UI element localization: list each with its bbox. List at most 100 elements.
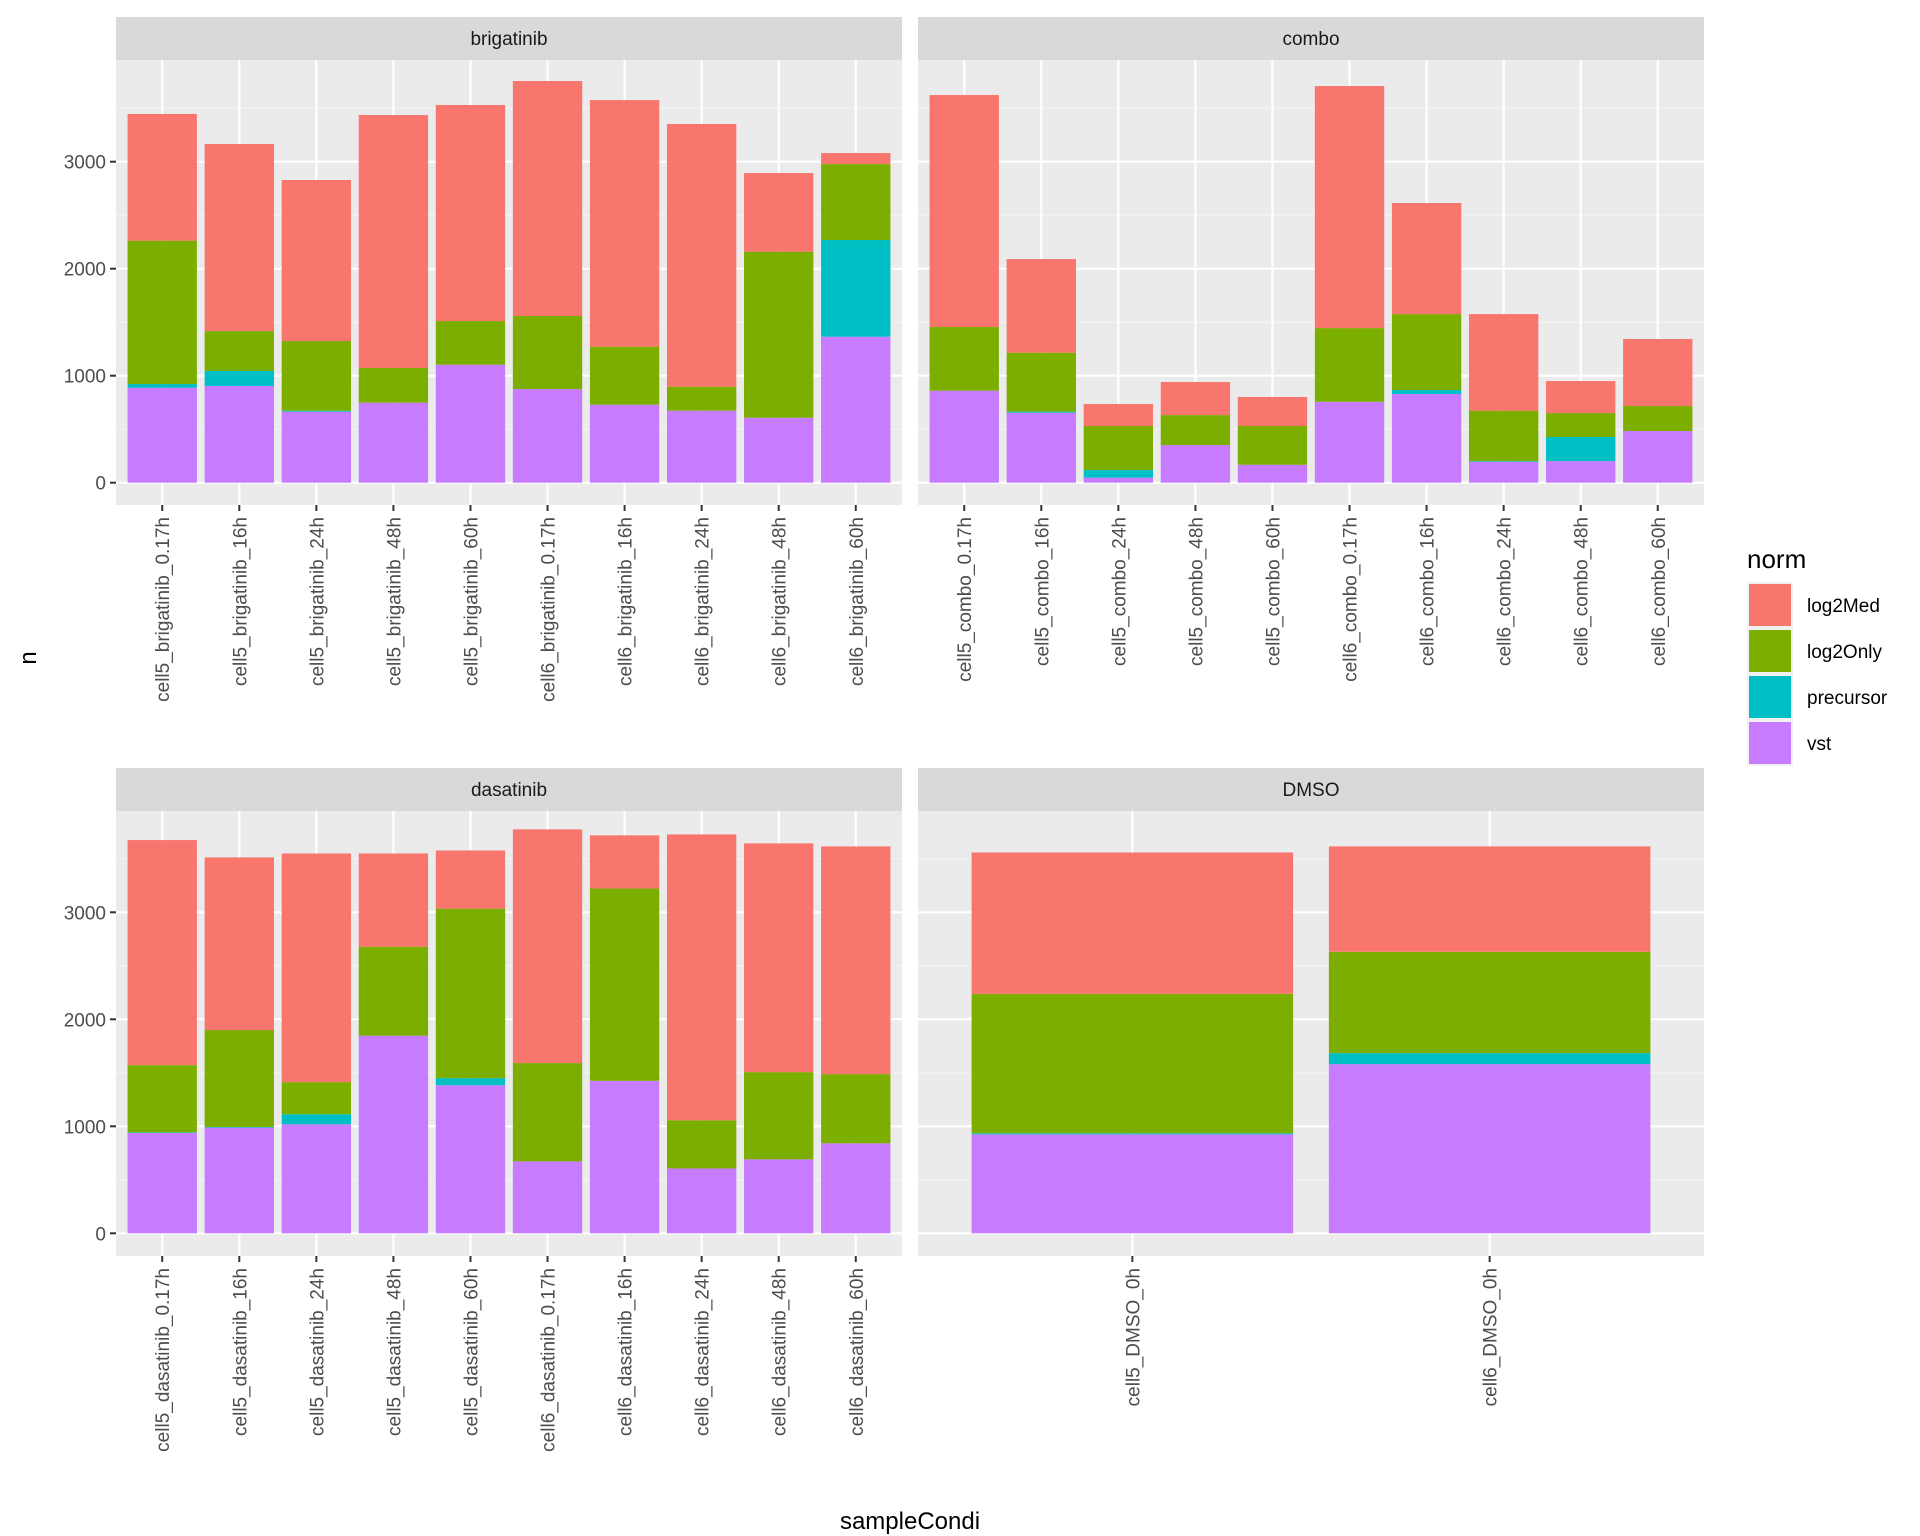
bar-segment-log2Only — [666, 1120, 737, 1169]
bar-segment-log2Med — [589, 100, 660, 347]
bar-segment-vst — [358, 1035, 429, 1234]
bar-segment-log2Med — [1083, 404, 1154, 426]
bar-segment-vst — [1006, 412, 1076, 483]
x-tick-label: cell5_dasatinib_16h — [230, 1268, 251, 1436]
bar-segment-log2Med — [589, 835, 660, 889]
bar-segment-log2Med — [1623, 338, 1693, 406]
bar-segment-vst — [281, 1124, 352, 1234]
bar-segment-vst — [512, 1161, 583, 1234]
bar-segment-log2Only — [744, 251, 814, 418]
bar-segment-precursor — [204, 1126, 274, 1128]
facet-panel-dmso: DMSO cell5_DMSO_0h cell6_DMSO_0h — [918, 768, 1704, 1406]
bar-segment-log2Med — [971, 852, 1294, 994]
facet-strip — [116, 768, 902, 811]
bar-segment-precursor — [204, 370, 274, 386]
bar-segment-vst — [1546, 461, 1616, 483]
legend-title: norm — [1747, 544, 1806, 574]
bar-segment-log2Med — [1314, 86, 1385, 329]
bar-segment-log2Only — [512, 1063, 583, 1162]
facet-panels: brigatinib cell5_brigatinib_0.17h cell5_br… — [64, 17, 1704, 1452]
bar-segment-vst — [281, 411, 352, 483]
bar-segment-log2Only — [358, 946, 429, 1036]
bar-segment-log2Med — [127, 113, 197, 241]
bar-segment-precursor — [1328, 1053, 1651, 1065]
bar-segment-log2Med — [1546, 381, 1616, 414]
x-tick-label: cell6_dasatinib_0.17h — [539, 1268, 560, 1452]
x-tick-label: cell6_brigatinib_24h — [693, 517, 714, 686]
bar-segment-log2Med — [821, 846, 891, 1075]
bar-segment-log2Only — [971, 993, 1294, 1134]
bar-segment-log2Med — [744, 843, 814, 1073]
x-tick-label: cell5_brigatinib_48h — [384, 517, 405, 686]
facet-strip — [918, 17, 1704, 60]
bar-segment-log2Only — [1314, 328, 1385, 402]
bar-segment-precursor — [1468, 461, 1539, 462]
x-tick-label: cell6_dasatinib_24h — [693, 1268, 714, 1436]
bar-segment-log2Only — [1546, 413, 1616, 438]
facet-strip-label: DMSO — [1283, 780, 1340, 801]
bar-segment-vst — [435, 364, 506, 483]
bar-segment-log2Only — [1468, 410, 1539, 462]
legend-swatch-log2Only — [1749, 630, 1791, 672]
x-tick-label: cell6_combo_48h — [1572, 517, 1593, 666]
legend-swatch-precursor — [1749, 676, 1791, 718]
bar-segment-log2Med — [1468, 314, 1539, 411]
bar-segment-vst — [666, 1168, 737, 1234]
x-tick-label: cell5_combo_60h — [1263, 517, 1284, 666]
bar-segment-precursor — [435, 1078, 506, 1086]
bar-segment-log2Only — [589, 888, 660, 1081]
bar-segment-log2Only — [1006, 352, 1076, 412]
bar-segment-vst — [1623, 431, 1693, 483]
bar-segment-log2Only — [1623, 405, 1693, 432]
y-tick-label: 0 — [95, 1224, 106, 1245]
bar-segment-precursor — [1006, 411, 1076, 413]
x-tick-label: cell6_dasatinib_48h — [770, 1268, 791, 1436]
x-tick-label: cell5_combo_16h — [1032, 517, 1053, 666]
bar-segment-vst — [589, 404, 660, 483]
bar-segment-log2Only — [821, 164, 891, 241]
x-tick-label: cell6_combo_16h — [1418, 517, 1439, 666]
bar-segment-precursor — [281, 1114, 352, 1125]
bar-segment-vst — [1391, 393, 1462, 483]
x-tick-label: cell6_combo_24h — [1495, 517, 1516, 666]
x-tick-label: cell5_combo_24h — [1109, 517, 1130, 666]
y-axis-title: n — [15, 651, 42, 664]
bar-segment-log2Med — [929, 95, 999, 328]
x-tick-label: cell6_combo_0.17h — [1341, 517, 1362, 682]
bar-segment-log2Only — [281, 341, 352, 411]
x-tick-label: cell5_brigatinib_16h — [230, 517, 251, 686]
x-tick-label: cell5_combo_0.17h — [955, 517, 976, 682]
facet-strip — [918, 768, 1704, 811]
bar-segment-vst — [589, 1080, 660, 1234]
y-tick-label: 2000 — [64, 1010, 106, 1031]
bar-segment-vst — [744, 417, 814, 483]
bar-segment-log2Only — [1391, 314, 1462, 391]
bar-segment-vst — [1328, 1064, 1651, 1234]
bar-segment-vst — [971, 1134, 1294, 1234]
bar-segment-log2Only — [358, 367, 429, 403]
bar-segment-log2Only — [127, 240, 197, 385]
facet-strip — [116, 17, 902, 60]
bar-segment-vst — [1237, 464, 1308, 483]
facet-strip-label: dasatinib — [471, 780, 547, 801]
x-tick-label: cell5_dasatinib_48h — [384, 1268, 405, 1436]
bar-segment-precursor — [1083, 470, 1154, 478]
legend-label-log2Med: log2Med — [1807, 596, 1880, 617]
bar-segment-vst — [127, 387, 197, 483]
bar-segment-log2Med — [821, 153, 891, 165]
bar-segment-precursor — [127, 384, 197, 388]
x-tick-label: cell5_dasatinib_24h — [307, 1268, 328, 1436]
bar-segment-log2Only — [1328, 951, 1651, 1054]
bar-segment-log2Only — [512, 315, 583, 390]
bar-segment-precursor — [971, 1133, 1294, 1135]
bar-segment-log2Med — [1006, 259, 1076, 353]
bar-segment-vst — [1160, 445, 1231, 483]
bar-segment-vst — [1083, 477, 1154, 483]
x-tick-label: cell6_combo_60h — [1649, 517, 1670, 666]
facet-strip-label: brigatinib — [470, 29, 547, 50]
bar-segment-vst — [435, 1085, 506, 1234]
bar-segment-log2Only — [821, 1074, 891, 1144]
bar-segment-log2Only — [589, 346, 660, 405]
bar-segment-log2Med — [1328, 846, 1651, 952]
bar-segment-log2Only — [281, 1082, 352, 1115]
